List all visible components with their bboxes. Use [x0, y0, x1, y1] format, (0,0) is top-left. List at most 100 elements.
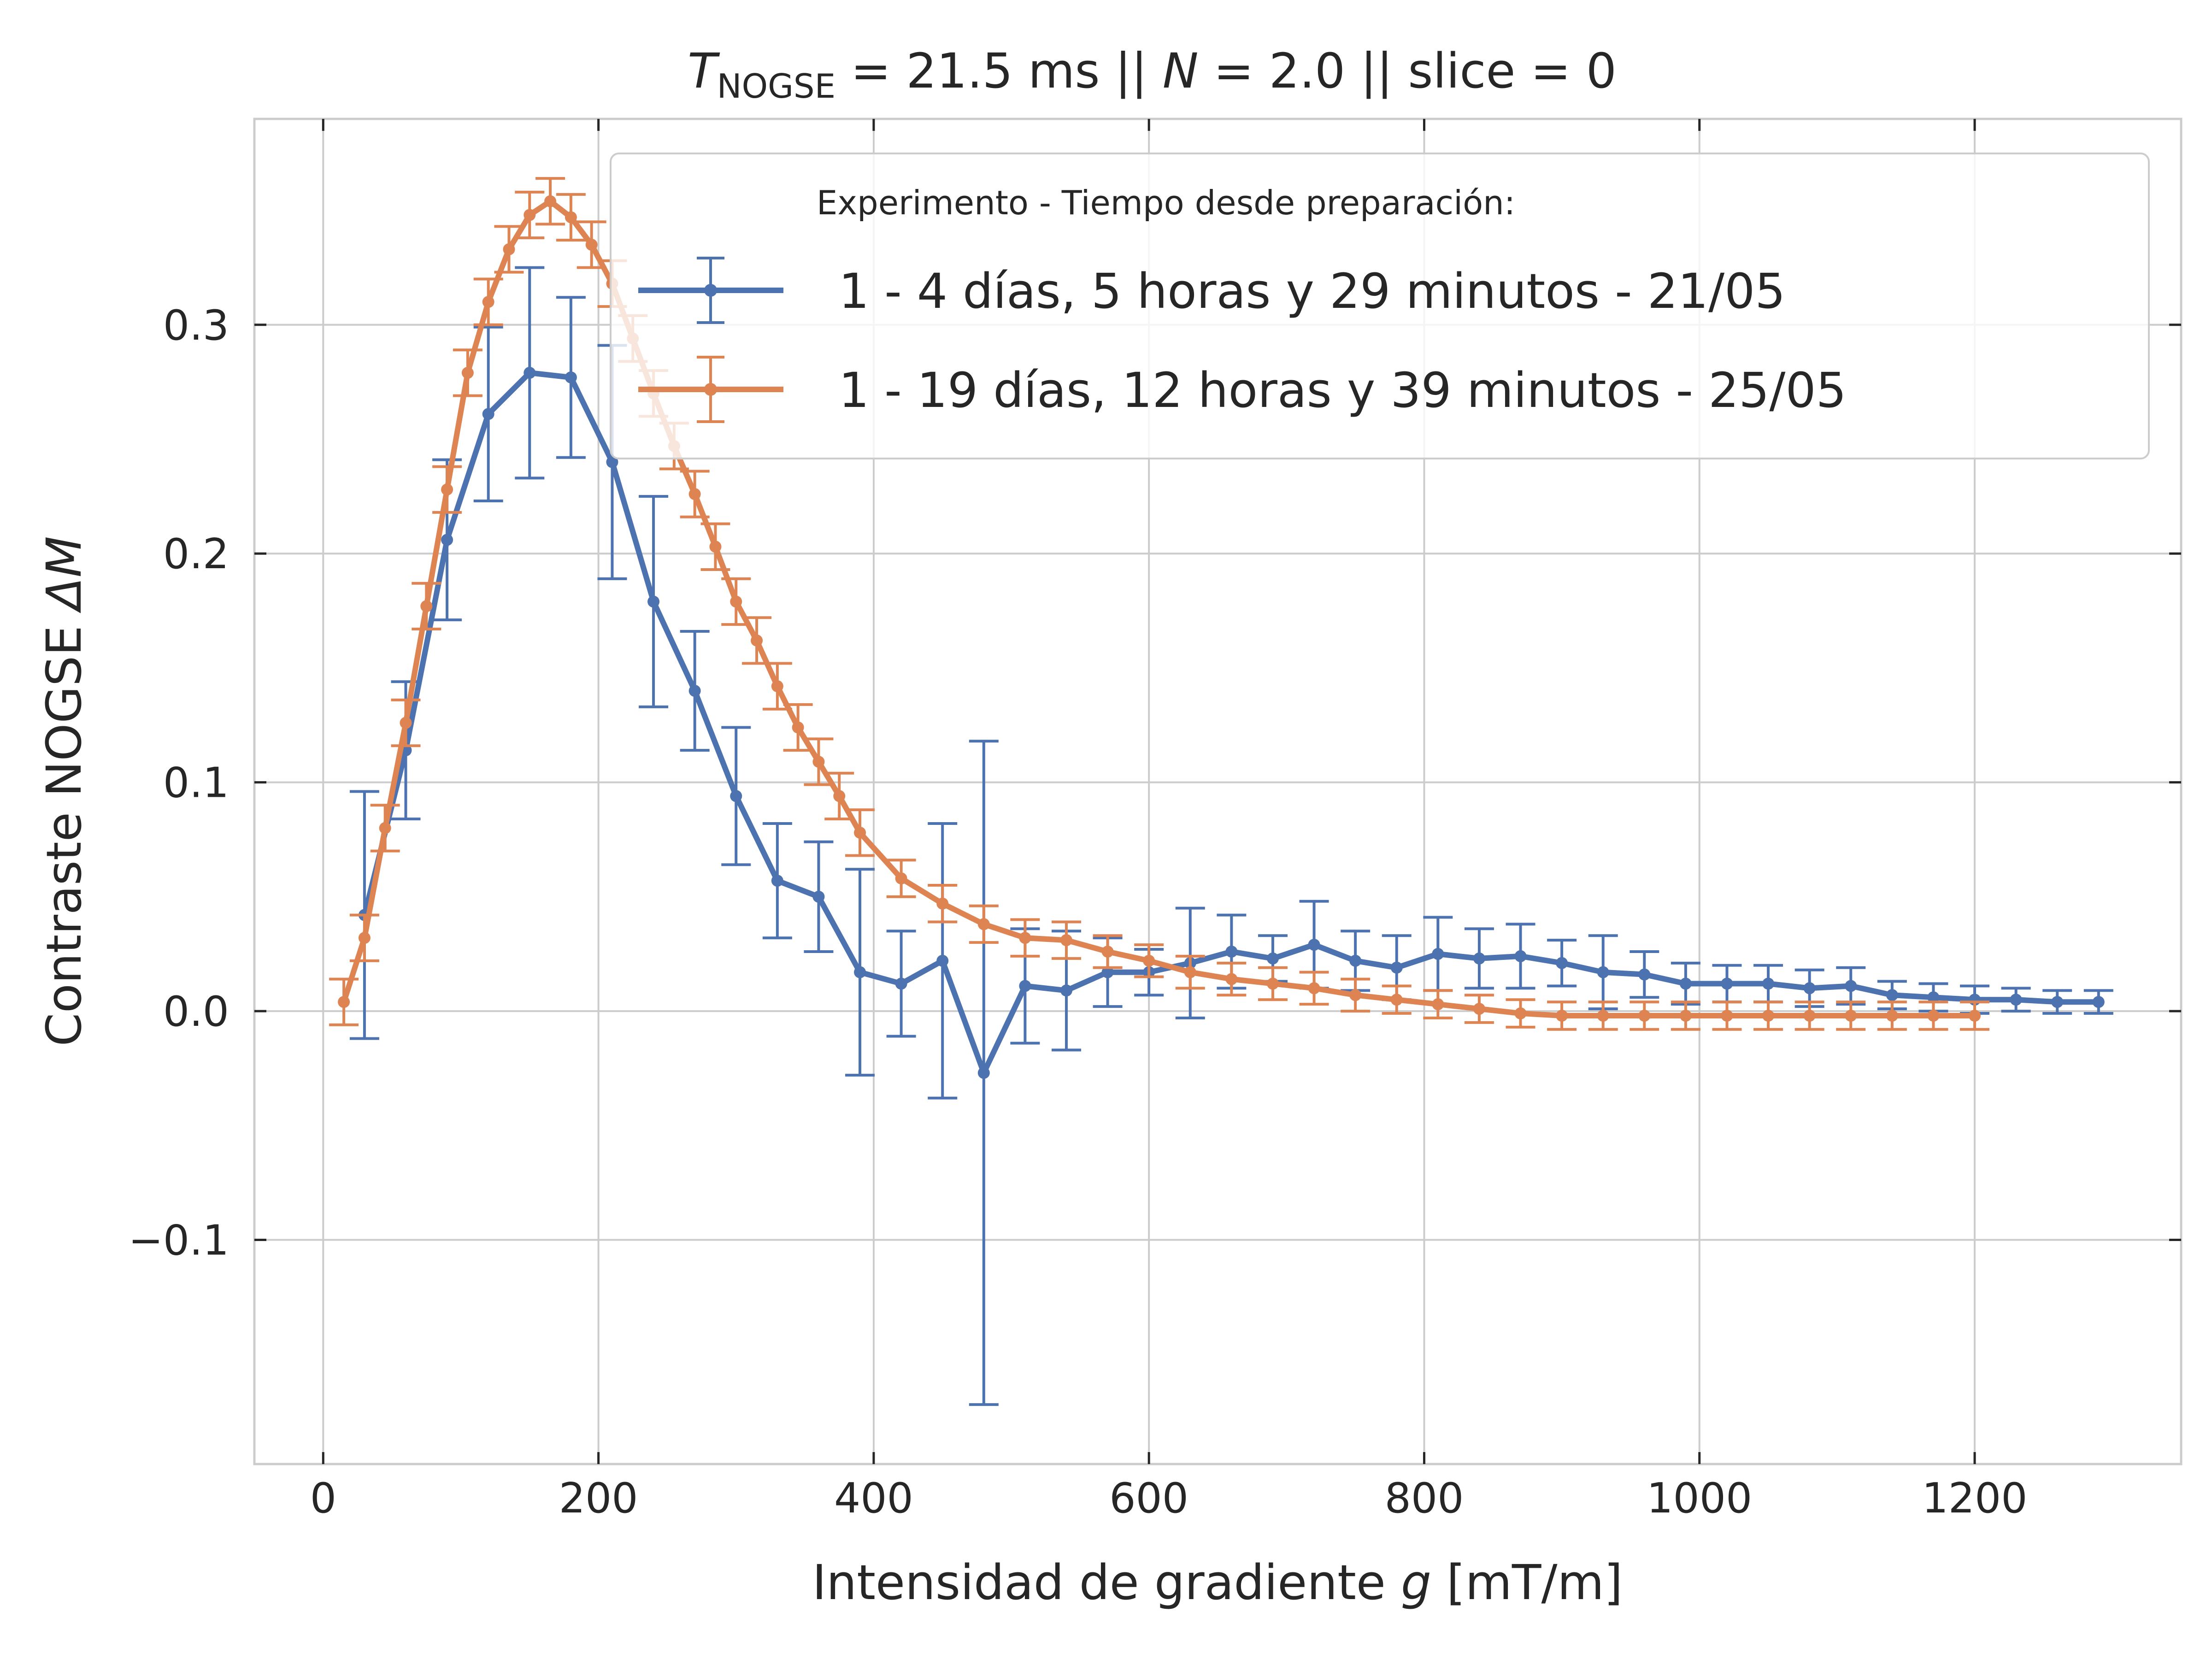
data-point	[1390, 994, 1403, 1006]
legend-entry-2: 1 - 19 días, 12 horas y 39 minutos - 25/…	[638, 356, 1847, 423]
data-point	[1514, 1007, 1527, 1020]
data-point	[1225, 946, 1238, 958]
data-point	[977, 918, 990, 930]
x-tick-label: 600	[1109, 1474, 1188, 1523]
y-tick-label: −0.1	[128, 1217, 229, 1265]
plot-frame	[253, 118, 2183, 1465]
data-point	[1349, 954, 1362, 967]
data-point	[1721, 1010, 1733, 1022]
data-point	[936, 897, 949, 910]
data-point	[854, 826, 866, 839]
x-axis-label-text: Intensidad de gradiente	[812, 1554, 1401, 1611]
y-tick-label: 0.0	[163, 988, 229, 1036]
data-point	[585, 239, 598, 251]
data-point	[1308, 939, 1320, 951]
data-point	[2010, 994, 2022, 1006]
data-point	[1927, 1010, 1940, 1022]
data-point	[1432, 998, 1444, 1011]
data-point	[606, 456, 618, 468]
data-point	[482, 408, 494, 420]
data-point	[895, 977, 907, 990]
data-point	[441, 483, 453, 496]
data-point	[1019, 980, 1031, 992]
data-point	[1266, 952, 1279, 965]
data-point	[1927, 991, 1940, 1004]
data-point	[1679, 1010, 1692, 1022]
y-tick-label: 0.1	[163, 759, 229, 807]
tick-marks	[254, 119, 2181, 1464]
data-point	[1349, 989, 1362, 1001]
data-point	[1432, 947, 1444, 960]
data-point	[895, 872, 907, 885]
legend-label-1: 1 - 4 días, 5 horas y 29 minutos - 21/05	[839, 263, 1785, 319]
data-point	[812, 755, 825, 768]
data-point	[1845, 1010, 1857, 1022]
legend: Experimento - Tiempo desde preparación: …	[610, 153, 2150, 459]
data-point	[1225, 973, 1238, 985]
y-axis-label-var: ΔM	[36, 536, 92, 613]
chart-title: TNOGSE = 21.5 ms || N = 2.0 || slice = 0	[688, 43, 1617, 106]
x-tick-label: 200	[559, 1474, 638, 1523]
x-tick-label: 1200	[1922, 1474, 2028, 1523]
data-point	[1473, 952, 1485, 965]
data-point	[565, 211, 577, 224]
data-point	[771, 875, 783, 887]
data-point	[1886, 1010, 1898, 1022]
legend-label-2: 1 - 19 días, 12 horas y 39 minutos - 25/…	[839, 362, 1847, 418]
data-point	[1390, 961, 1403, 974]
data-point	[688, 685, 701, 697]
data-point	[503, 243, 515, 255]
data-point	[1060, 984, 1072, 997]
data-point	[1514, 950, 1527, 962]
data-point	[1101, 966, 1114, 978]
data-point	[1143, 954, 1155, 967]
x-axis-label-var: g	[1401, 1554, 1431, 1611]
data-point	[771, 680, 783, 693]
x-tick-label: 400	[834, 1474, 913, 1523]
data-point	[1762, 1010, 1775, 1022]
x-axis-label: Intensidad de gradiente g [mT/m]	[812, 1554, 1623, 1611]
data-point	[709, 541, 722, 553]
x-tick-label: 0	[310, 1474, 336, 1523]
data-point	[1803, 982, 1816, 994]
data-point	[854, 966, 866, 978]
data-point	[544, 195, 557, 207]
title-n-value: = 2.0 || slice = 0	[1199, 43, 1617, 99]
data-point	[1886, 989, 1898, 1001]
legend-box	[610, 153, 2150, 459]
data-point	[1679, 977, 1692, 990]
data-point	[2051, 996, 2064, 1008]
legend-marker-2	[704, 383, 717, 396]
data-point	[647, 595, 660, 608]
data-point	[688, 488, 701, 500]
data-point	[338, 996, 350, 1008]
x-tick-label: 800	[1385, 1474, 1464, 1523]
data-point	[1969, 1010, 1981, 1022]
title-t-subscript: NOGSE	[717, 67, 836, 106]
title-t-symbol: T	[688, 43, 720, 99]
legend-entry-1: 1 - 4 días, 5 horas y 29 minutos - 21/05	[638, 257, 1785, 324]
data-point	[730, 595, 742, 608]
data-point	[1762, 977, 1775, 990]
legend-marker-1	[704, 284, 717, 297]
data-point	[482, 296, 494, 308]
x-tick-label: 1000	[1647, 1474, 1752, 1523]
data-point	[977, 1067, 990, 1079]
data-point	[1101, 946, 1114, 958]
title-n-symbol: N	[1163, 43, 1199, 99]
data-point	[1845, 980, 1857, 992]
data-point	[1597, 1010, 1609, 1022]
data-point	[936, 954, 949, 967]
data-point	[379, 822, 391, 834]
data-point	[751, 634, 763, 647]
y-tick-label: 0.2	[163, 530, 229, 578]
data-point	[1019, 932, 1031, 944]
data-point	[524, 209, 536, 221]
data-point	[1638, 968, 1651, 981]
y-axis-label: Contraste NOGSE ΔM	[36, 536, 92, 1046]
data-point	[1060, 934, 1072, 947]
data-point	[1638, 1010, 1651, 1022]
data-point	[358, 932, 371, 944]
data-point	[524, 367, 536, 379]
data-point	[441, 534, 453, 546]
